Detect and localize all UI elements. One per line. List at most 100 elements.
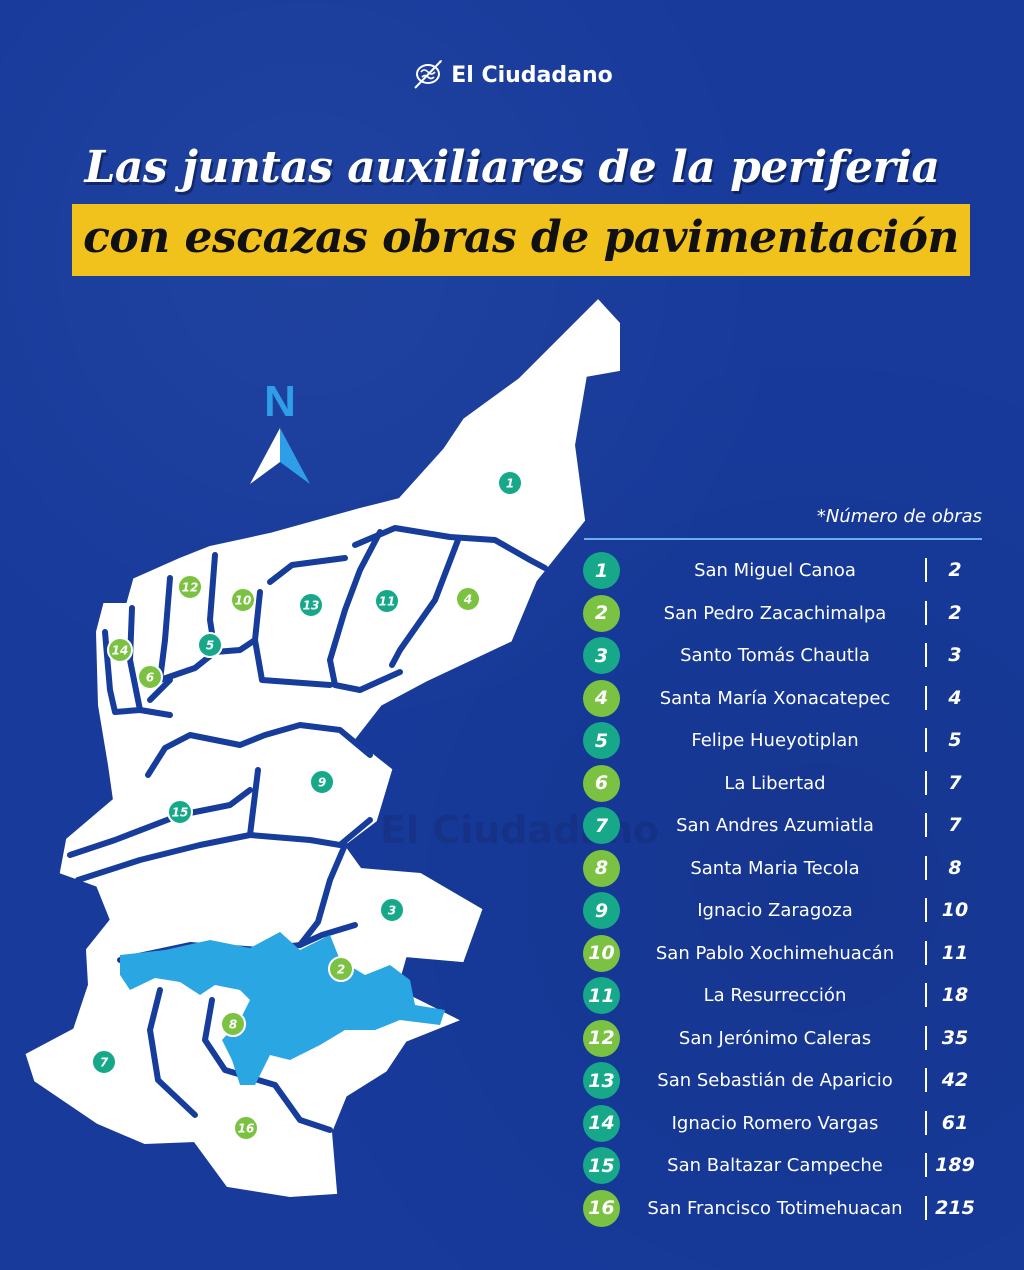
divider	[925, 813, 927, 837]
list-item: 10 San Pablo Xochimehuacán 11	[583, 933, 983, 976]
district-name: San Francisco Totimehuacan	[647, 1197, 903, 1219]
list-item: 13 San Sebastián de Aparicio 42	[583, 1060, 983, 1103]
works-count: 11	[941, 941, 969, 964]
list-item: 2 San Pedro Zacachimalpa 2	[583, 593, 983, 636]
works-count: 189	[935, 1154, 975, 1176]
district-name: San Sebastián de Aparicio	[657, 1070, 893, 1091]
district-name: San Pedro Zacachimalpa	[663, 602, 887, 624]
svg-text:4: 4	[463, 593, 472, 607]
district-name: Santa María Xonacatepec	[659, 687, 891, 709]
works-count: 42	[941, 1069, 969, 1091]
works-count: 3	[948, 644, 962, 666]
rank-badge: 4	[583, 679, 620, 717]
map-marker: 6	[137, 664, 163, 690]
rank-badge: 7	[583, 807, 620, 844]
brand-name: El Ciudadano	[451, 62, 613, 88]
district-name: San Baltazar Campeche	[667, 1155, 883, 1176]
divider	[925, 855, 927, 880]
rank-badge: 5	[583, 722, 620, 759]
map-marker: 12	[177, 574, 203, 600]
list-item: 4 Santa María Xonacatepec 4	[583, 678, 983, 721]
works-count: 4	[948, 686, 962, 709]
title-highlight	[72, 204, 970, 276]
district-name: Ignacio Romero Vargas	[671, 1112, 879, 1134]
divider	[925, 685, 927, 710]
divider	[925, 1195, 927, 1220]
map-marker: 8	[220, 1011, 246, 1037]
divider	[925, 643, 927, 667]
map-marker: 9	[309, 769, 335, 795]
divider	[925, 940, 927, 965]
list-item: 14 Ignacio Romero Vargas 61	[583, 1103, 983, 1146]
district-name: Ignacio Zaragoza	[697, 900, 853, 921]
rank-badge: 10	[583, 934, 620, 972]
works-count: 35	[941, 1026, 969, 1049]
works-count: 215	[935, 1196, 975, 1219]
svg-text:12: 12	[182, 581, 199, 595]
works-count: 2	[948, 601, 962, 624]
brand-logo: El Ciudadano	[0, 58, 1024, 92]
rank-badge: 2	[583, 594, 620, 632]
works-count: 10	[941, 899, 969, 921]
district-name: San Andres Azumiatla	[676, 815, 874, 836]
svg-text:5: 5	[206, 639, 214, 653]
svg-text:13: 13	[303, 599, 320, 613]
legend-divider	[584, 538, 982, 540]
svg-text:10: 10	[235, 594, 252, 608]
rank-badge: 16	[583, 1189, 620, 1227]
map-marker: 10	[230, 587, 256, 613]
svg-text:8: 8	[229, 1018, 237, 1032]
list-item: 11 La Resurrección 18	[583, 975, 983, 1018]
divider	[925, 728, 927, 752]
divider	[925, 1025, 927, 1050]
ranking-list: 1 San Miguel Canoa 2 2 San Pedro Zacachimal…	[583, 550, 983, 1230]
list-item: 3 Santo Tomás Chautla 3	[583, 635, 983, 678]
divider	[925, 1110, 927, 1135]
works-count: 7	[948, 814, 962, 836]
map-marker: 15	[167, 799, 193, 825]
map: N 1 2 3 4 5 6 7 8 9 10 11 12 13 14 15	[25, 299, 620, 1198]
svg-text:11: 11	[379, 595, 396, 609]
svg-text:9: 9	[318, 776, 326, 790]
water-body	[120, 932, 445, 1085]
district-name: Santo Tomás Chautla	[680, 645, 870, 666]
divider	[925, 1068, 927, 1092]
list-item: 15 San Baltazar Campeche 189	[583, 1145, 983, 1188]
svg-text:1: 1	[506, 477, 514, 491]
rank-badge: 12	[583, 1019, 620, 1057]
map-marker: 14	[107, 637, 133, 663]
divider	[925, 600, 927, 625]
works-count: 8	[948, 856, 962, 879]
district-name: San Pablo Xochimehuacán	[655, 942, 895, 964]
legend-header: *Número de obras	[816, 506, 982, 527]
list-item: 7 San Andres Azumiatla 7	[583, 805, 983, 848]
works-count: 7	[948, 771, 962, 794]
rank-badge: 13	[583, 1062, 620, 1099]
list-item: 6 La Libertad 7	[583, 763, 983, 806]
list-item: 8 Santa Maria Tecola 8	[583, 848, 983, 891]
map-marker: 13	[298, 592, 324, 618]
svg-text:3: 3	[388, 904, 396, 918]
divider	[925, 983, 927, 1007]
district-name: Santa Maria Tecola	[690, 857, 860, 879]
list-item: 1 San Miguel Canoa 2	[583, 550, 983, 593]
list-item: 12 San Jerónimo Caleras 35	[583, 1018, 983, 1061]
map-marker: 3	[379, 897, 405, 923]
map-marker: 16	[233, 1115, 259, 1141]
rank-badge: 11	[583, 977, 620, 1014]
rank-badge: 3	[583, 637, 620, 674]
map-marker: 5	[197, 632, 223, 658]
compass-label: N	[264, 377, 296, 426]
district-name: San Miguel Canoa	[694, 560, 856, 581]
divider	[925, 1153, 927, 1177]
district-name: Felipe Hueyotiplan	[691, 730, 859, 751]
district-name: La Libertad	[724, 772, 826, 794]
map-marker: 2	[328, 956, 354, 982]
map-marker: 11	[374, 588, 400, 614]
north-arrow-icon	[250, 428, 280, 484]
compass: N	[250, 377, 310, 484]
brain-icon	[414, 60, 443, 89]
rank-badge: 14	[583, 1104, 620, 1142]
divider	[925, 898, 927, 922]
svg-text:14: 14	[112, 644, 129, 658]
